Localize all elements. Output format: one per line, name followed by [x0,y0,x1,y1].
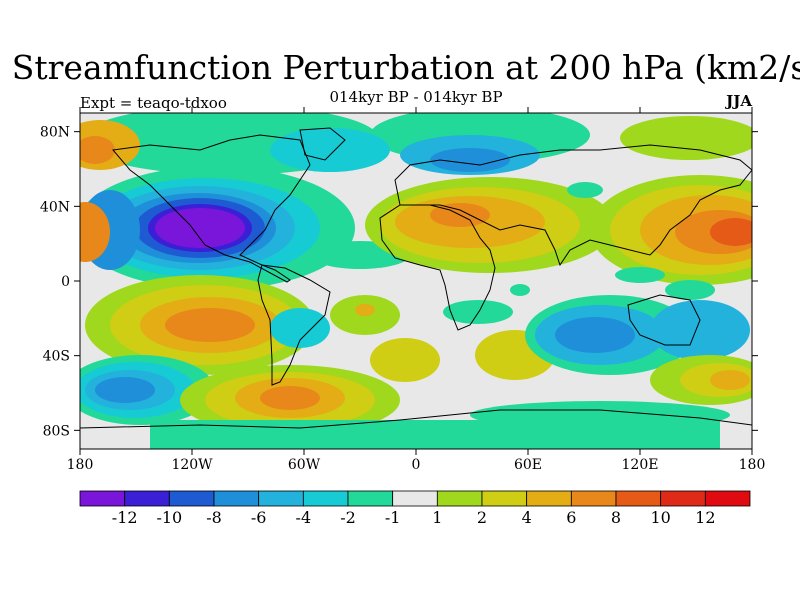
contour-blob [80,202,110,262]
y-tick-label: 40N [40,199,70,215]
contour-blob [355,304,375,316]
x-tick-label: 0 [412,457,421,473]
contour-blob [510,284,530,296]
contour-blob [443,300,513,324]
colorbar-label: 6 [566,508,576,527]
contour-blob [270,128,390,172]
y-tick-label: 0 [61,274,70,290]
x-tick-label: 180 [67,457,94,473]
contour-blob [620,116,752,160]
x-tick-label: 120W [171,457,213,473]
colorbar-swatch [570,490,617,507]
africa-outline [379,204,496,331]
x-tick-label: 60W [288,457,321,473]
greenland-outline [299,127,346,161]
colorbar-label: 2 [477,508,487,527]
contour-blob [710,218,752,246]
contour-blob [430,148,510,172]
colorbar-swatch [79,490,126,507]
y-tick-label: 40S [43,349,70,365]
contour-blob [710,370,750,390]
y-axis: 80N 40N 0 40S 80S [40,125,758,439]
colorbar-swatch [436,490,483,507]
colorbar-label: -4 [296,508,312,527]
x-tick-label: 180 [739,457,766,473]
colorbar-label: -12 [112,508,138,527]
colorbar-swatch [704,490,751,507]
chart-title: Streamfunction Perturbation at 200 hPa (… [11,48,800,87]
contour-blob [370,338,440,382]
contour-blob [470,401,730,429]
colorbar-label: 1 [432,508,442,527]
colorbar-label: -10 [156,508,182,527]
y-tick-label: 80N [40,125,70,141]
contour-blob [650,300,750,360]
contour-blob [270,308,330,348]
colorbar-swatch [615,490,662,507]
x-tick-label: 60E [514,457,542,473]
season-label: JJA [726,92,752,110]
colorbar-swatch [302,490,349,507]
contour-blob [155,208,245,248]
contour-blob [567,182,603,198]
south-america-outline [257,264,331,386]
contour-blob [95,377,155,403]
colorbar-label: 8 [611,508,621,527]
contour-blob [665,280,715,300]
colorbar-swatch [168,490,215,507]
colorbar-swatch [392,490,438,507]
colorbar-swatch [124,490,170,507]
contour-blob [165,308,255,342]
australia-outline [627,294,701,346]
x-axis: 180 120W 60W 0 60E 120E 180 [67,107,766,473]
contour-blob [555,317,635,353]
contour-blob [615,267,665,283]
eurasia-outline [394,144,752,267]
colorbar-swatch [258,490,304,507]
colorbar-swatch [660,490,706,507]
experiment-label: Expt = teaqo-tdxoo [80,94,227,112]
y-tick-label: 80S [43,423,70,439]
contour-field [80,113,752,449]
colorbar-label: -2 [340,508,356,527]
colorbar-label: -8 [206,508,222,527]
colorbar-label: -1 [385,508,401,527]
chart-subtitle: 014kyr BP - 014kyr BP [329,88,503,106]
north-america-outline [112,134,311,283]
colorbar-swatch [213,490,260,507]
colorbar-label: -6 [251,508,267,527]
colorbar-swatch [481,490,528,507]
colorbar-swatch [526,490,572,507]
contour-blob [80,136,115,164]
antarctica-outline [80,409,752,429]
contour-blob [260,386,320,410]
colorbar-label: 10 [650,508,670,527]
colorbar-label: 12 [695,508,715,527]
x-tick-label: 120E [622,457,659,473]
coastlines [80,127,752,429]
colorbar: -12 -10 -8 -6 -4 -2 -1 1 2 4 6 8 10 12 [79,490,751,527]
colorbar-label: 4 [522,508,532,527]
colorbar-swatch [347,490,394,507]
